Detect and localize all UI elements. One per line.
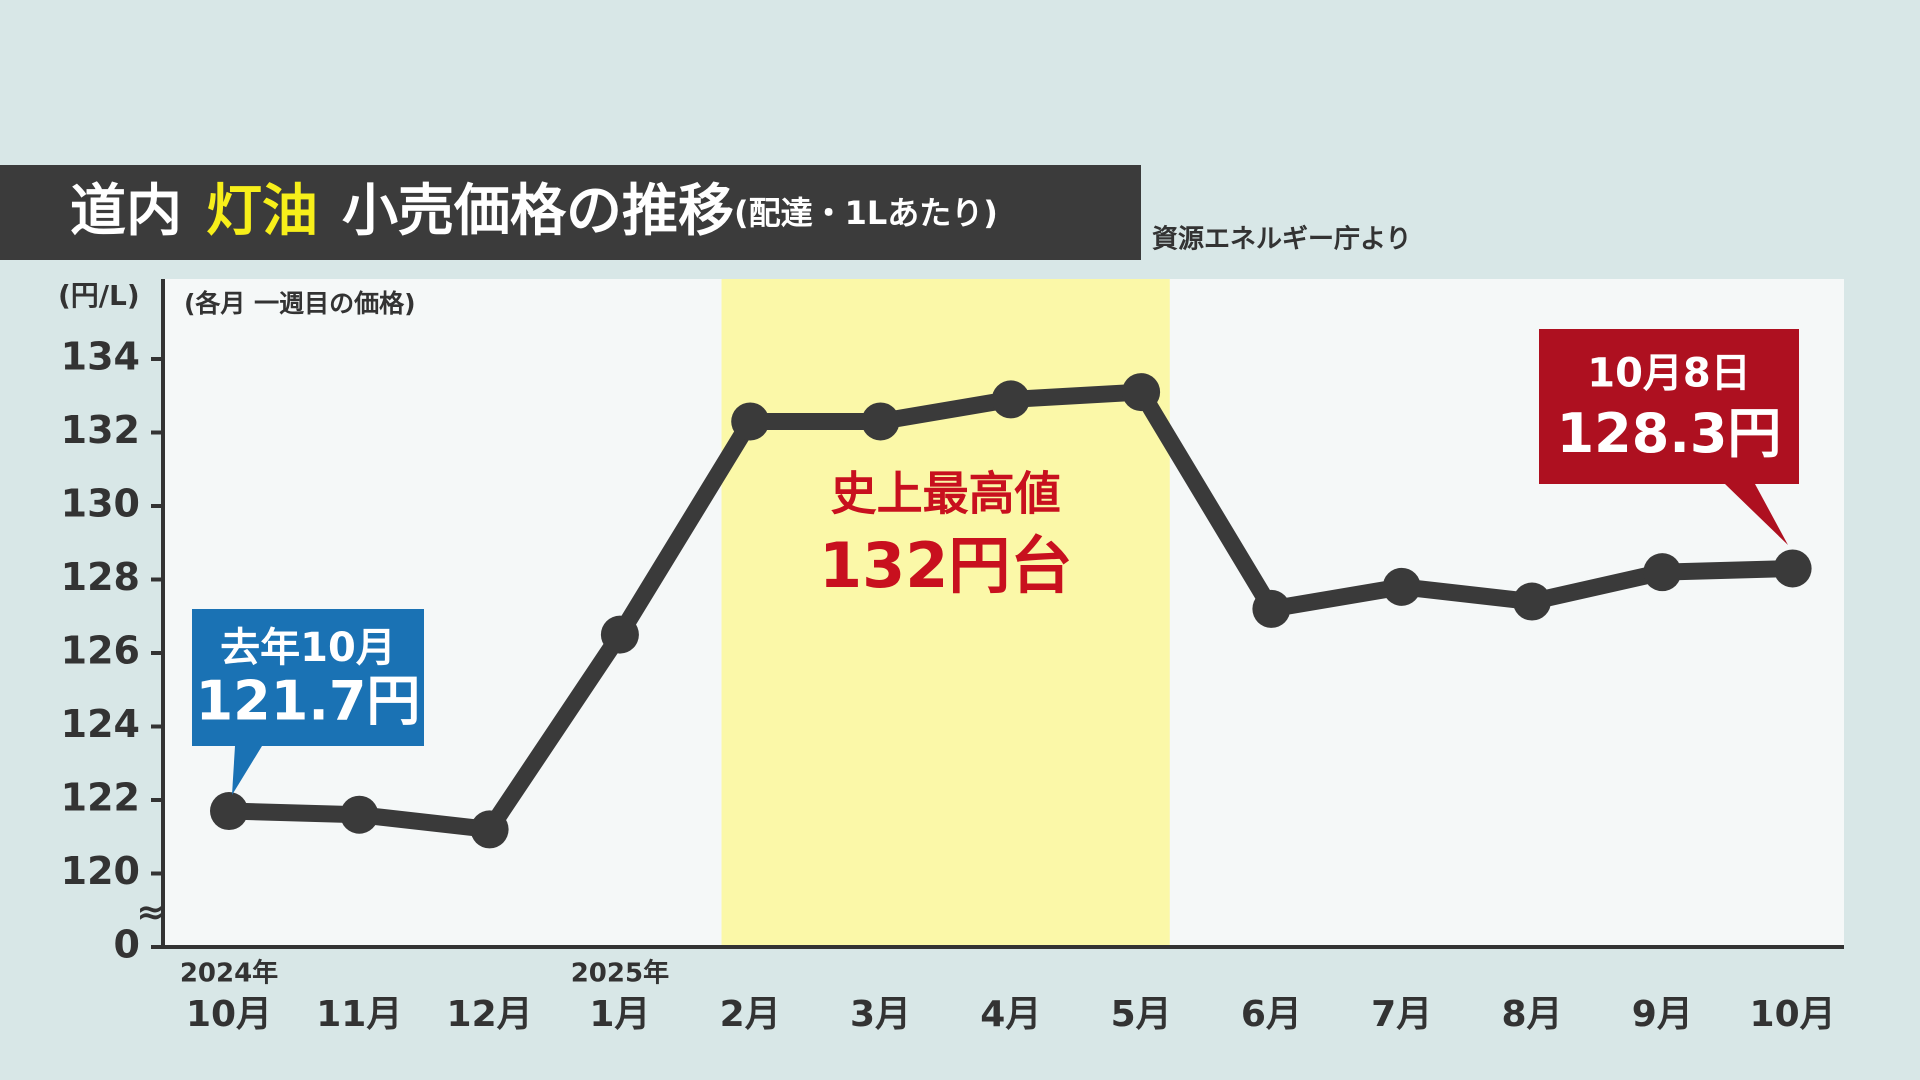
title-part: 道内 xyxy=(70,179,182,244)
marker xyxy=(1773,549,1812,588)
x-tick-label: 12月 xyxy=(447,994,533,1035)
source: 資源エネルギー庁より xyxy=(1152,224,1411,255)
callout-title: 去年10月 xyxy=(220,625,396,671)
y-unit: (円/L) xyxy=(58,279,140,312)
x-tick-label: 1月 xyxy=(589,994,650,1035)
year-label: 2025年 xyxy=(571,958,669,989)
y-tick-label: 134 xyxy=(61,335,140,379)
chart-title: 道内 灯油 小売価格の推移(配達・1Lあたり) xyxy=(70,179,998,244)
y-tick-label: 0 xyxy=(114,923,140,967)
year-label: 2024年 xyxy=(180,958,278,989)
marker xyxy=(1643,553,1682,592)
y-tick-label: 124 xyxy=(61,702,140,746)
marker xyxy=(600,615,639,654)
marker xyxy=(861,402,900,441)
x-tick-label: 10月 xyxy=(186,994,272,1035)
callout-label: 128.3円 xyxy=(1557,402,1782,465)
marker xyxy=(340,795,379,834)
y-tick-label: 132 xyxy=(61,408,140,452)
y-tick-label: 122 xyxy=(61,776,140,820)
axis-break: ≈ xyxy=(137,893,166,933)
highlight-label: 132円台 xyxy=(819,529,1072,602)
title-part: 小売価格の推移 xyxy=(342,179,734,244)
title-part: 灯油 xyxy=(206,179,318,244)
y-tick-label: 128 xyxy=(61,555,140,599)
note: (各月 一週目の価格) xyxy=(184,289,416,318)
marker xyxy=(1513,582,1551,621)
marker xyxy=(731,402,770,441)
x-tick-label: 7月 xyxy=(1371,994,1432,1035)
marker xyxy=(470,810,509,849)
marker xyxy=(210,792,248,831)
y-tick-label: 120 xyxy=(61,849,140,893)
x-tick-label: 9月 xyxy=(1632,994,1693,1035)
callout-label: 121.7円 xyxy=(196,670,421,733)
marker xyxy=(1122,373,1161,412)
highlight-layer xyxy=(721,279,1170,947)
x-tick-label: 2月 xyxy=(720,994,781,1035)
marker xyxy=(991,380,1030,419)
callout-title: 10月8日 xyxy=(1587,351,1751,397)
y-tick-label: 130 xyxy=(61,482,140,526)
x-tick-label: 8月 xyxy=(1501,994,1562,1035)
marker xyxy=(1252,589,1291,628)
highlight-title: 史上最高値 xyxy=(831,467,1061,521)
x-tick-label: 10月 xyxy=(1750,994,1836,1035)
callout-pointer xyxy=(232,746,262,795)
marker xyxy=(1382,567,1421,606)
title-bar xyxy=(0,165,1141,260)
x-tick-label: 5月 xyxy=(1111,994,1172,1035)
callout-box xyxy=(1539,329,1799,484)
highlight-band xyxy=(721,279,1170,947)
x-tick-label: 3月 xyxy=(850,994,911,1035)
x-tick-label: 4月 xyxy=(980,994,1041,1035)
x-tick-label: 11月 xyxy=(316,994,402,1035)
callout-pointer xyxy=(1725,484,1788,545)
callout-box xyxy=(192,609,424,746)
chart-subtitle: (配達・1Lあたり) xyxy=(734,194,998,232)
y-tick-label: 126 xyxy=(61,629,140,673)
x-tick-label: 6月 xyxy=(1241,994,1302,1035)
